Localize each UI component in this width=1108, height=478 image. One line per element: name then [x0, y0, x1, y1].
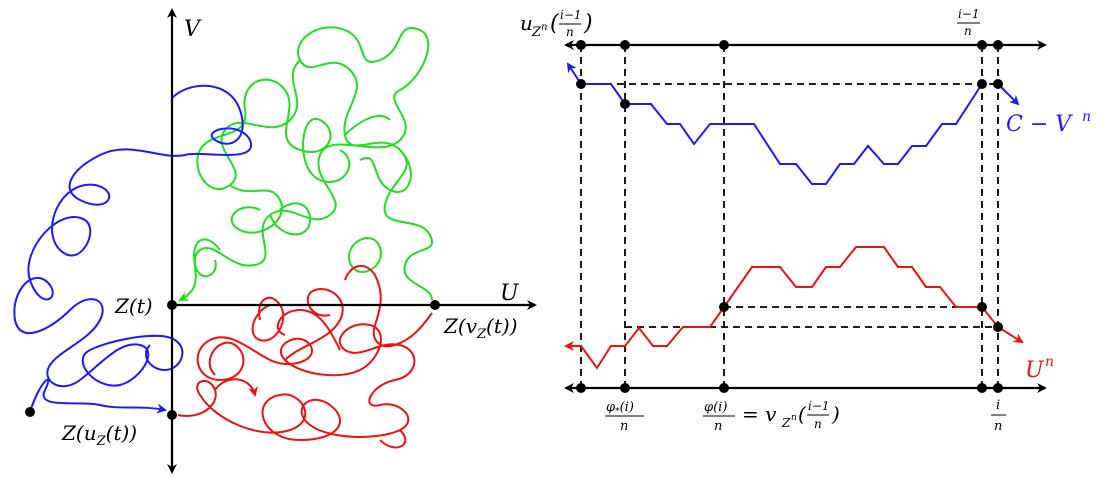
svg-text:i−1: i−1 — [560, 8, 582, 22]
svg-text:n: n — [566, 25, 574, 39]
point-z-t — [167, 300, 177, 310]
svg-text:n: n — [1045, 354, 1054, 370]
red-path — [177, 265, 433, 449]
svg-text:(: ( — [798, 402, 807, 426]
label-z-t: Z(t) — [114, 294, 153, 318]
svg-text:u: u — [520, 11, 533, 35]
label-phi-star: φ*(i) n — [605, 400, 644, 434]
green-path — [178, 26, 433, 301]
svg-text:n: n — [791, 413, 797, 423]
label-i-over-n: i n — [991, 398, 1006, 434]
right-panel: u Z n ( i−1 n ) i−1 n C − V n U n φ*(i) — [520, 7, 1091, 434]
svg-text:): ) — [583, 11, 593, 36]
label-z-vz: Z(vZ(t)) — [443, 314, 518, 342]
label-z-uz: Z(uZ(t)) — [61, 421, 137, 449]
label-un: U n — [1025, 354, 1054, 383]
red-staircase — [580, 246, 999, 370]
blue-path — [13, 84, 253, 412]
svg-text:n: n — [714, 419, 722, 434]
svg-text:n: n — [620, 419, 628, 434]
label-u-axis: U — [500, 281, 520, 306]
label-phi-eq-v: φ(i) n = v Z n ( i−1 n ) — [703, 399, 840, 434]
svg-text:i: i — [996, 398, 1000, 413]
svg-text:n: n — [1082, 109, 1091, 125]
svg-text:Z: Z — [781, 416, 791, 430]
svg-text:(: ( — [550, 11, 559, 36]
svg-text:i−1: i−1 — [958, 7, 980, 21]
svg-text:n: n — [814, 417, 822, 431]
label-c-minus-vn: C − V n — [1006, 109, 1091, 137]
label-v-axis: V — [184, 17, 202, 42]
svg-text:n: n — [994, 419, 1002, 434]
svg-text:= v: = v — [742, 402, 777, 426]
svg-text:Z(uZ(t)): Z(uZ(t)) — [61, 421, 137, 449]
svg-text:Z(vZ(t)): Z(vZ(t)) — [443, 314, 518, 342]
point-blue-start — [25, 407, 35, 417]
svg-text:φ(i): φ(i) — [704, 400, 727, 415]
label-frac-top-right: i−1 n — [957, 7, 980, 38]
label-u-zn: u Z n ( i−1 n ) — [520, 8, 593, 40]
svg-text:n: n — [964, 24, 972, 38]
svg-text:φ*(i): φ*(i) — [606, 400, 634, 417]
svg-text:n: n — [541, 22, 547, 33]
left-panel: V U Z(t) Z(vZ(t)) Z(uZ(t)) — [13, 8, 537, 474]
blue-staircase — [581, 83, 983, 185]
point-z-vz — [430, 300, 440, 310]
point-z-uz — [167, 410, 177, 420]
svg-text:U: U — [1025, 358, 1045, 383]
svg-text:Z: Z — [531, 25, 542, 40]
svg-text:C − V: C − V — [1006, 112, 1073, 137]
svg-text:i−1: i−1 — [808, 399, 830, 413]
dashed-guides — [580, 45, 999, 388]
right-points — [576, 40, 1003, 393]
svg-text:): ) — [831, 402, 840, 426]
